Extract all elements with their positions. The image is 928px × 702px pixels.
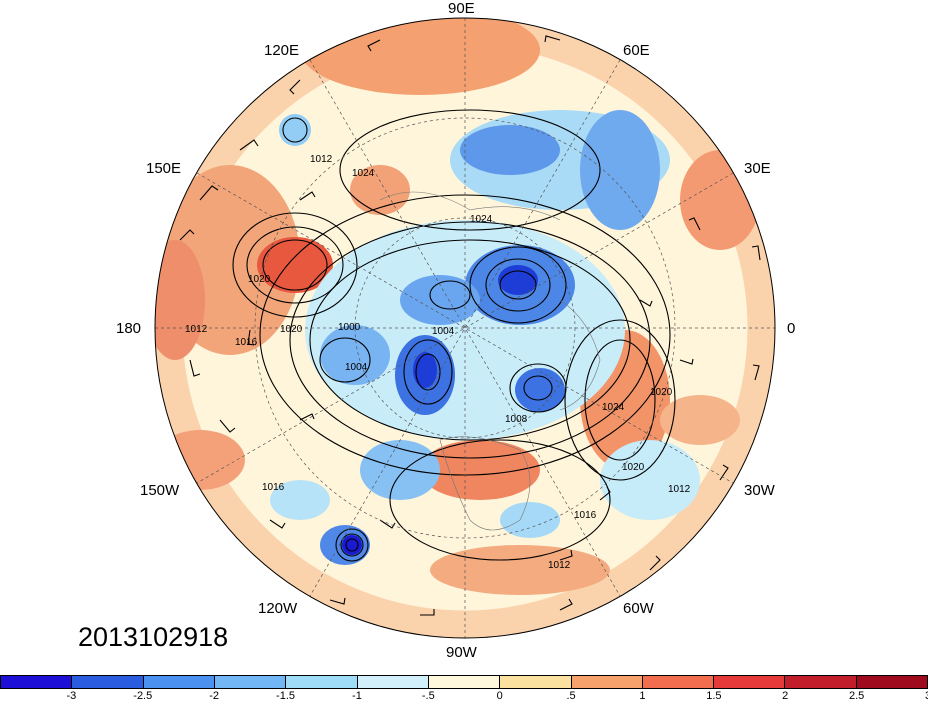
colorbar-tick-label: 1.5 [706, 690, 722, 702]
lon-label-90w: 90W [446, 644, 477, 661]
lon-label-120e: 120E [264, 42, 300, 59]
isobar-label: 1024 [470, 214, 493, 225]
anomaly-shading [155, 18, 775, 638]
lon-label-180: 180 [116, 320, 142, 337]
colorbar-swatch [357, 676, 429, 688]
colorbar-swatch [214, 676, 287, 688]
colorbar-tick-label: 2.5 [848, 690, 865, 702]
isobar-label: 1008 [505, 414, 528, 425]
isobar-label: 1016 [262, 482, 285, 493]
colorbar-swatch [785, 676, 857, 688]
isobar-label: 1012 [668, 484, 691, 495]
lon-label-60e: 60E [623, 42, 650, 59]
colorbar-tick-label: 2 [782, 690, 789, 702]
lon-label-30w: 30W [744, 482, 775, 499]
colorbar-swatch [642, 676, 715, 688]
isobar-label: 1012 [310, 154, 333, 165]
colorbar-tick-label: 1 [639, 690, 646, 702]
isobar-label: 1016 [574, 510, 597, 521]
colorbar-tick-label: -2.5 [133, 690, 153, 702]
lon-label-60w: 60W [623, 600, 654, 617]
colorbar-swatch [714, 676, 786, 688]
isobar-label: 1000 [338, 322, 361, 333]
isobar-label: 1020 [622, 462, 645, 473]
isobar-label: 1012 [185, 324, 208, 335]
lon-label-90e: 90E [448, 0, 475, 17]
isobar-labels: 1012 1024 1024 1020 1020 1016 1012 1000 … [185, 154, 691, 571]
colorbar-tick-label: -2 [209, 690, 220, 702]
isobar-label: 1004 [345, 362, 368, 373]
isobar-label: 1020 [248, 274, 271, 285]
lon-label-0: 0 [787, 320, 796, 337]
colorbar [0, 675, 928, 689]
colorbar-tick-label: -1.5 [276, 690, 296, 702]
colorbar-swatch [571, 676, 643, 688]
coastlines [379, 191, 601, 531]
colorbar-swatch [500, 676, 572, 688]
lon-label-120w: 120W [258, 600, 298, 617]
lon-label-150e: 150E [146, 160, 182, 177]
isobar-label: 1024 [352, 168, 375, 179]
isobar-label: 1020 [280, 324, 303, 335]
isobar-label: 1024 [602, 402, 625, 413]
isobar-label: 1016 [235, 337, 258, 348]
isobar-label: 1020 [650, 387, 673, 398]
lon-label-150w: 150W [140, 482, 180, 499]
colorbar-tick-label: -1 [352, 690, 362, 702]
timestamp-label: 2013102918 [78, 622, 229, 652]
colorbar-tick-label: 3 [925, 690, 928, 702]
isobar-label: 1012 [548, 560, 571, 571]
colorbar-swatch [143, 676, 215, 688]
colorbar-swatch [428, 676, 501, 688]
graticule [155, 18, 775, 638]
colorbar-swatch [72, 676, 144, 688]
colorbar-swatch [1, 676, 73, 688]
map-boundary [154, 17, 776, 639]
colorbar-tick-label: 0 [496, 690, 503, 702]
isobar-label: 1004 [432, 326, 455, 337]
lon-label-30e: 30E [744, 160, 771, 177]
colorbar-swatch [286, 676, 358, 688]
colorbar-tick-label: -.5 [421, 690, 435, 702]
colorbar-swatch [856, 676, 928, 688]
colorbar-tick-label: -3 [66, 690, 77, 702]
colorbar-tick-label: .5 [566, 690, 576, 702]
